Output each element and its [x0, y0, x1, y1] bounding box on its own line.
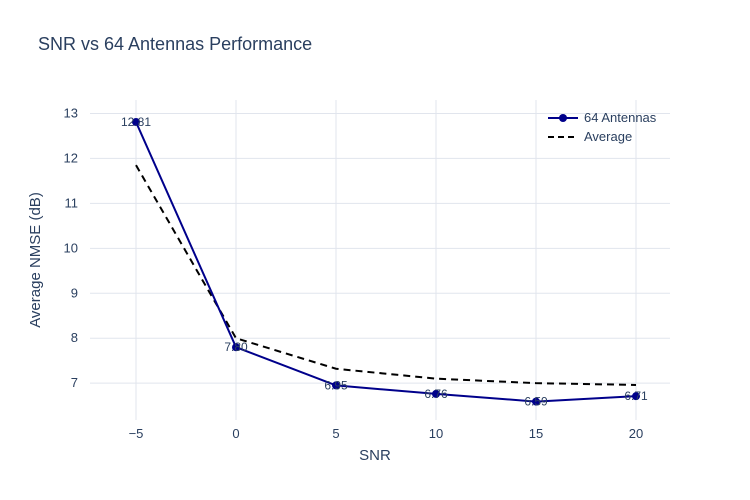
data-point-64-antennas[interactable] — [232, 343, 240, 352]
legend-marker-64-antennas — [559, 114, 567, 122]
data-label-64-antennas: 12.81 — [121, 115, 151, 129]
grid — [90, 100, 670, 420]
data-label-64-antennas: 6.59 — [524, 395, 548, 409]
legend-label-average: Average — [584, 129, 632, 144]
x-tick-label: −5 — [129, 426, 144, 441]
y-tick-label: 13 — [64, 105, 78, 120]
data-point-64-antennas[interactable] — [132, 118, 140, 127]
x-tick-label: 10 — [429, 426, 443, 441]
series: 12.81 7.80 6.95 6.76 6.59 6.71 — [121, 115, 648, 409]
data-point-64-antennas[interactable] — [332, 381, 340, 390]
data-label-64-antennas: 7.80 — [224, 340, 248, 354]
y-tick-label: 10 — [64, 240, 78, 255]
x-axis-title: SNR — [359, 447, 391, 464]
x-tick-label: 20 — [629, 426, 643, 441]
axis-ticks: −5 0 5 10 15 20 7 8 9 10 11 12 13 — [64, 105, 644, 441]
y-tick-label: 11 — [65, 195, 79, 210]
y-tick-label: 7 — [71, 375, 78, 390]
data-point-64-antennas[interactable] — [432, 389, 440, 398]
y-axis-title: Average NMSE (dB) — [27, 192, 44, 328]
legend-label-64-antennas: 64 Antennas — [584, 110, 657, 125]
x-tick-label: 0 — [232, 426, 239, 441]
data-point-64-antennas[interactable] — [632, 392, 640, 401]
y-tick-label: 8 — [71, 330, 78, 345]
data-label-64-antennas: 6.95 — [324, 378, 348, 392]
data-label-64-antennas: 6.76 — [424, 387, 448, 401]
y-tick-label: 12 — [64, 150, 78, 165]
x-tick-label: 15 — [529, 426, 543, 441]
x-tick-label: 5 — [332, 426, 339, 441]
y-tick-label: 9 — [71, 285, 78, 300]
chart-title: SNR vs 64 Antennas Performance — [38, 34, 312, 54]
data-point-64-antennas[interactable] — [532, 397, 540, 406]
data-label-64-antennas: 6.71 — [624, 389, 648, 403]
series-line-average — [135, 164, 637, 386]
series-line-64-antennas — [135, 121, 637, 403]
legend[interactable]: 64 Antennas Average — [548, 110, 657, 144]
